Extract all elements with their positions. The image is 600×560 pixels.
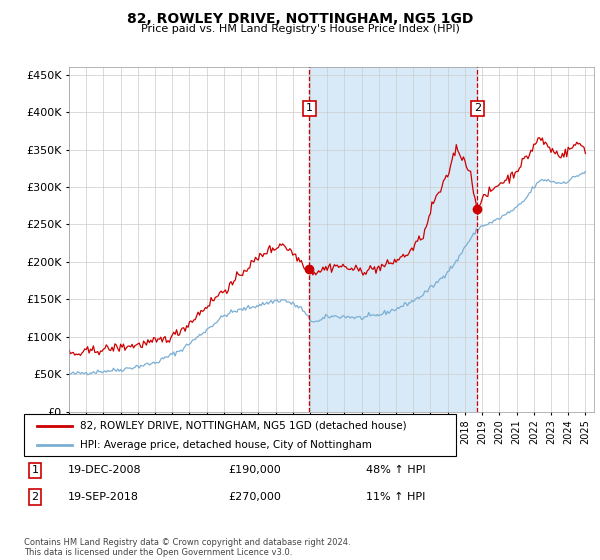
Text: 2: 2 (474, 104, 481, 113)
Text: 82, ROWLEY DRIVE, NOTTINGHAM, NG5 1GD (detached house): 82, ROWLEY DRIVE, NOTTINGHAM, NG5 1GD (d… (80, 421, 407, 431)
Text: HPI: Average price, detached house, City of Nottingham: HPI: Average price, detached house, City… (80, 440, 372, 450)
Text: 2: 2 (31, 492, 38, 502)
Bar (309, 67, 477, 412)
FancyBboxPatch shape (24, 414, 456, 456)
Text: 1: 1 (306, 104, 313, 113)
Text: Price paid vs. HM Land Registry's House Price Index (HPI): Price paid vs. HM Land Registry's House … (140, 24, 460, 34)
Text: 19-SEP-2018: 19-SEP-2018 (68, 492, 139, 502)
Text: £270,000: £270,000 (228, 492, 281, 502)
Text: Contains HM Land Registry data © Crown copyright and database right 2024.
This d: Contains HM Land Registry data © Crown c… (24, 538, 350, 557)
Text: 1: 1 (32, 465, 38, 475)
Text: 11% ↑ HPI: 11% ↑ HPI (366, 492, 425, 502)
Text: 82, ROWLEY DRIVE, NOTTINGHAM, NG5 1GD: 82, ROWLEY DRIVE, NOTTINGHAM, NG5 1GD (127, 12, 473, 26)
Text: £190,000: £190,000 (228, 465, 281, 475)
Text: 48% ↑ HPI: 48% ↑ HPI (366, 465, 426, 475)
Text: 19-DEC-2008: 19-DEC-2008 (68, 465, 142, 475)
